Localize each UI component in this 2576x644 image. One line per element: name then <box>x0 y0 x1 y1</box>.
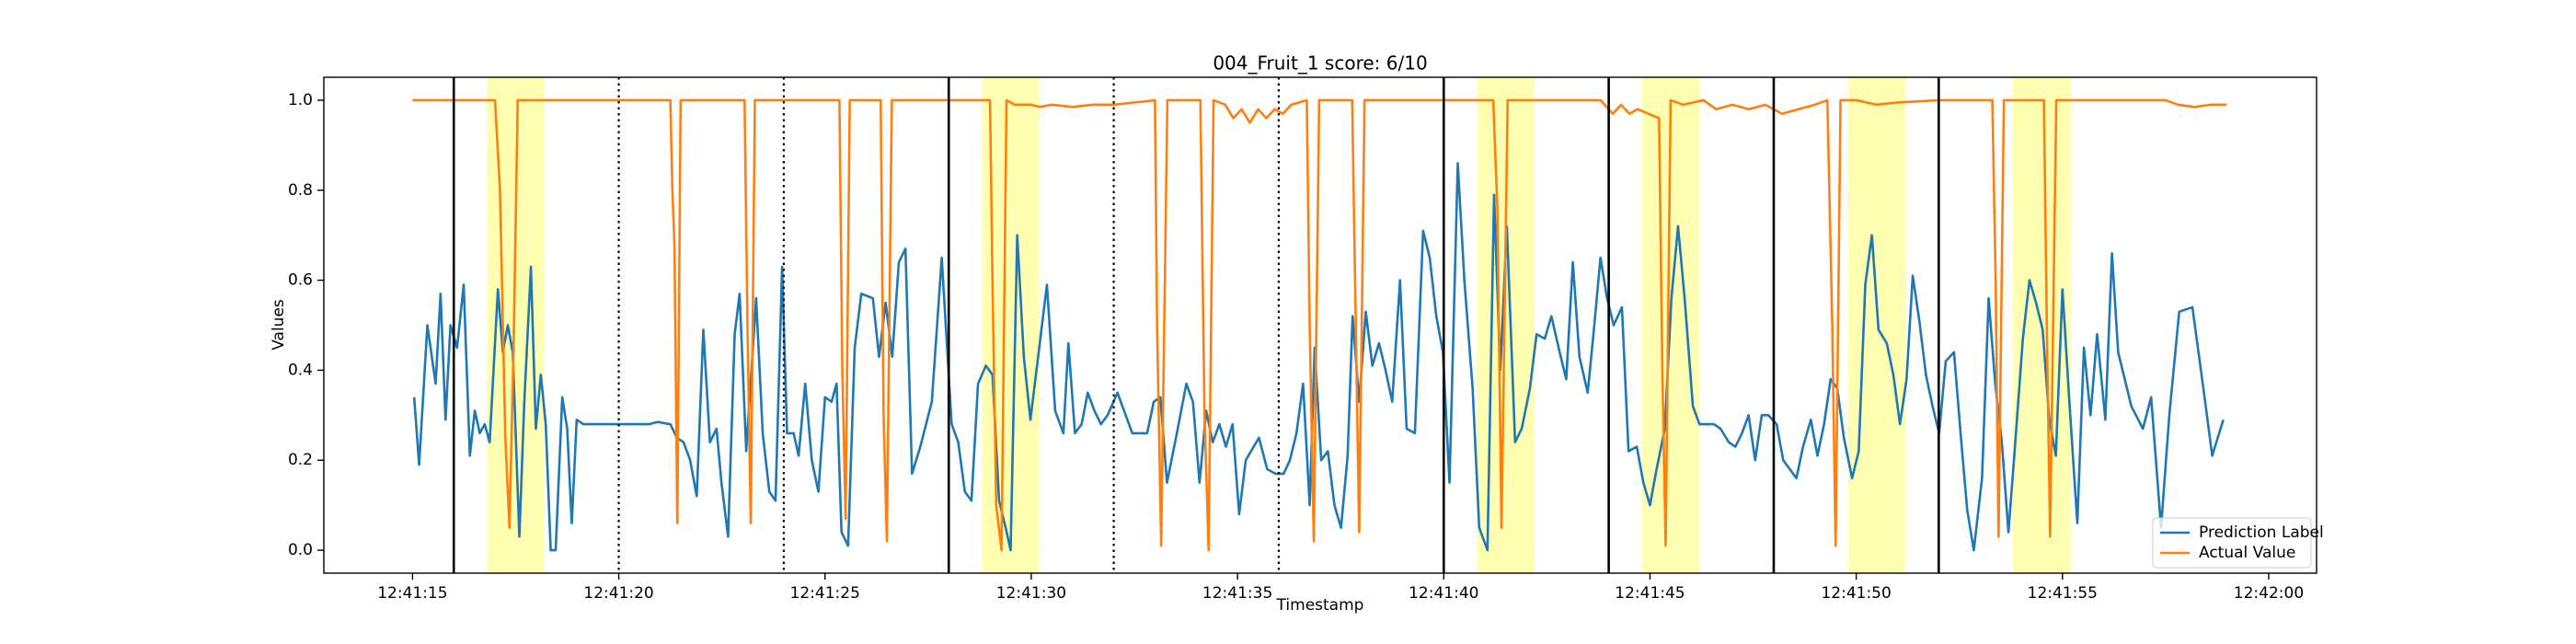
y-axis-label: Values <box>270 299 288 351</box>
x-tick-label: 12:41:30 <box>996 584 1066 603</box>
x-tick-label: 12:41:55 <box>2028 584 2098 603</box>
chart-title: 004_Fruit_1 score: 6/10 <box>1213 52 1427 75</box>
x-axis-label: Timestamp <box>1276 596 1364 615</box>
vertical-lines <box>452 77 1940 573</box>
plot-frame <box>323 76 2317 574</box>
y-tick-label: 0.4 <box>288 361 313 379</box>
legend-box <box>2152 517 2312 569</box>
y-tick-label: 0.2 <box>288 451 313 469</box>
y-tick-label: 0.6 <box>288 271 313 290</box>
series-lines <box>412 98 2227 552</box>
highlight-span <box>1847 77 1906 573</box>
series-line <box>412 98 2227 552</box>
x-tick-label: 12:41:45 <box>1615 584 1685 603</box>
x-tick-label: 12:42:00 <box>2234 584 2304 603</box>
axes: 12:41:15 12:41:20 12:41:25 12:41:30 12:41:35… <box>288 91 2304 603</box>
y-tick-label: 1.0 <box>288 91 313 109</box>
legend: Prediction Label Actual Value <box>2152 517 2324 569</box>
y-tick-label: 0.8 <box>288 181 313 200</box>
x-tick-label: 12:41:20 <box>583 584 653 603</box>
y-tick-label: 0.0 <box>288 541 313 559</box>
series-line <box>412 162 2225 552</box>
legend-label: Actual Value <box>2199 544 2295 562</box>
x-tick-label: 12:41:15 <box>377 584 447 603</box>
legend-label: Prediction Label <box>2199 523 2324 542</box>
x-tick-label: 12:41:50 <box>1821 584 1891 603</box>
x-tick-label: 12:41:25 <box>790 584 860 603</box>
x-tick-label: 12:41:35 <box>1202 584 1272 603</box>
x-tick-label: 12:41:40 <box>1409 584 1478 603</box>
